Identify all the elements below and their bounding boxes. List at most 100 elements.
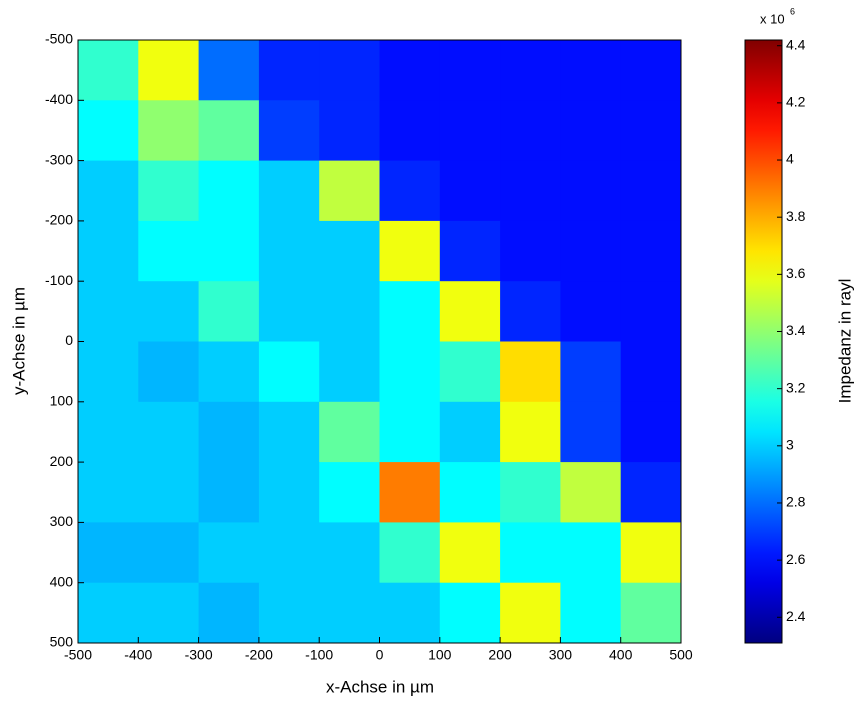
x-axis-label: x-Achse in µm — [326, 677, 434, 696]
heatmap-cell — [439, 462, 501, 523]
heatmap-cell — [560, 341, 622, 403]
heatmap-cell — [198, 462, 260, 523]
x-tick-label: 300 — [549, 647, 573, 663]
heatmap-cell — [500, 160, 561, 222]
colorbar-label: Impedanz in rayl — [835, 279, 854, 404]
heatmap-cell — [198, 522, 260, 584]
heatmap-cell — [439, 160, 501, 222]
heatmap-cell — [319, 401, 380, 463]
heatmap-cell — [198, 582, 260, 644]
heatmap-cell — [319, 281, 380, 342]
heatmap-cell — [439, 522, 501, 584]
heatmap-cell — [138, 341, 200, 403]
heatmap-cell — [258, 582, 320, 644]
y-tick-label: 0 — [65, 332, 73, 348]
heatmap-cell — [379, 220, 441, 282]
heatmap-cell — [319, 160, 380, 222]
heatmap-cell — [78, 40, 139, 101]
heatmap-cell — [620, 522, 682, 584]
heatmap-cell — [138, 401, 200, 463]
heatmap-cell — [379, 401, 441, 463]
colorbar-tick-label: 4.4 — [786, 36, 806, 52]
heatmap-cell — [560, 220, 622, 282]
heatmap-cell — [500, 462, 561, 523]
heatmap-cell — [620, 281, 682, 342]
heatmap-cell — [319, 341, 380, 403]
heatmap-cell — [198, 220, 260, 282]
y-tick-label: 500 — [50, 634, 74, 650]
x-tick-label: -100 — [305, 647, 333, 663]
y-tick-label: 100 — [50, 393, 74, 409]
heatmap-cell — [198, 341, 260, 403]
x-tick-label: -400 — [124, 647, 152, 663]
heatmap-cell — [620, 160, 682, 222]
heatmap-cell — [138, 281, 200, 342]
heatmap-cell — [620, 341, 682, 403]
x-tick-label: 400 — [609, 647, 633, 663]
colorbar-exponent: 6 — [790, 6, 795, 16]
heatmap-cell — [198, 401, 260, 463]
colorbar-tick-label: 2.6 — [786, 551, 806, 567]
heatmap-cell — [198, 281, 260, 342]
heatmap-cell — [439, 341, 501, 403]
heatmap-cell — [78, 100, 139, 162]
heatmap-cell — [319, 522, 380, 584]
heatmap-cell — [319, 40, 380, 101]
heatmap-cell — [258, 160, 320, 222]
y-tick-label: -500 — [45, 31, 73, 47]
y-tick-label: -100 — [45, 272, 73, 288]
x-tick-label: 200 — [488, 647, 512, 663]
heatmap-cell — [379, 160, 441, 222]
colorbar-tick-label: 3.2 — [786, 379, 806, 395]
heatmap-cell — [138, 40, 200, 101]
heatmap-cell — [258, 220, 320, 282]
colorbar-tick-label: 2.8 — [786, 494, 806, 510]
heatmap-cell — [379, 40, 441, 101]
y-tick-label: -200 — [45, 212, 73, 228]
heatmap-cell — [138, 522, 200, 584]
heatmap-cell — [500, 401, 561, 463]
heatmap-cell — [258, 462, 320, 523]
heatmap-cell — [500, 341, 561, 403]
heatmap-cell — [379, 462, 441, 523]
colorbar-tick-label: 4.2 — [786, 94, 806, 110]
heatmap-cell — [560, 401, 622, 463]
heatmap-cell — [620, 100, 682, 162]
heatmap-cell — [439, 401, 501, 463]
heatmap-cell — [500, 522, 561, 584]
y-tick-label: 200 — [50, 453, 74, 469]
heatmap-cell — [138, 160, 200, 222]
heatmap-cell — [560, 40, 622, 101]
heatmap-cell — [500, 40, 561, 101]
y-tick-label: -300 — [45, 151, 73, 167]
heatmap-cell — [258, 341, 320, 403]
heatmap-cell — [439, 220, 501, 282]
colorbar — [744, 39, 783, 644]
colorbar-tick-label: 4 — [786, 151, 794, 167]
x-tick-label: 0 — [376, 647, 384, 663]
heatmap-cell — [620, 401, 682, 463]
heatmap-cell — [379, 582, 441, 644]
x-tick-label: 500 — [669, 647, 693, 663]
heatmap-cell — [620, 582, 682, 644]
heatmap-cell — [560, 160, 622, 222]
heatmap-cell — [379, 341, 441, 403]
colorbar-tick-label: 3 — [786, 437, 794, 453]
heatmap-cell — [560, 100, 622, 162]
heatmap-cell — [319, 462, 380, 523]
heatmap-cell — [620, 40, 682, 101]
heatmap-cell — [560, 582, 622, 644]
x-tick-label: -500 — [64, 647, 92, 663]
heatmap-cell — [319, 582, 380, 644]
y-tick-label: 300 — [50, 513, 74, 529]
heatmap-cell — [258, 100, 320, 162]
heatmap-cell — [379, 522, 441, 584]
heatmap-cell — [138, 100, 200, 162]
heatmap-cell — [500, 220, 561, 282]
heatmap-cell — [198, 100, 260, 162]
heatmap-cell — [500, 582, 561, 644]
heatmap-cell — [379, 100, 441, 162]
heatmap-cell — [560, 462, 622, 523]
x-tick-label: 100 — [428, 647, 452, 663]
